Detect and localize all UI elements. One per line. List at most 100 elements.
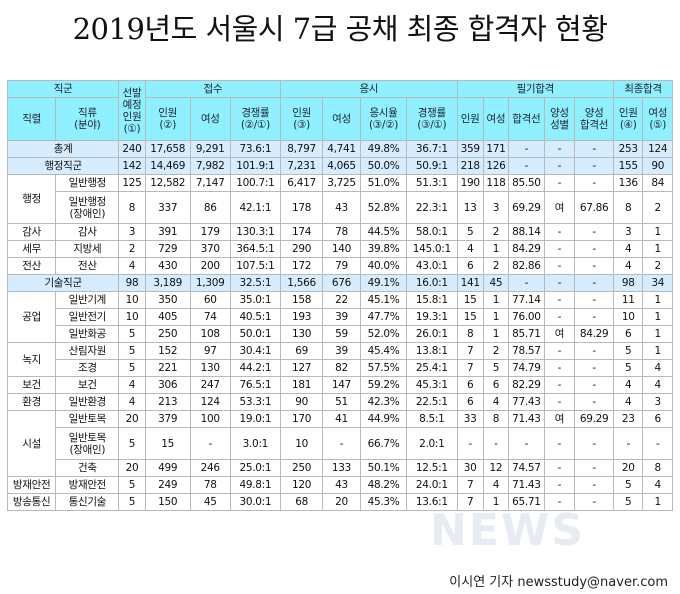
value-cell: 364.5:1 xyxy=(229,240,282,258)
value-cell: 47.7% xyxy=(359,308,408,326)
value-cell: 5 xyxy=(613,476,644,494)
value-cell: 45.1% xyxy=(359,291,408,309)
value-cell: 7 xyxy=(456,476,484,494)
value-cell: 25.4:1 xyxy=(406,359,458,377)
header-jikryeol: 직렬 xyxy=(6,97,57,141)
table-row: 세무 지방세 2 729 370 364.5:1 290 140 39.8% 145.0:1 4 1 8… xyxy=(6,240,673,258)
value-cell: 8,797 xyxy=(280,140,324,158)
value-cell: 1 xyxy=(482,291,510,309)
value-cell: 2 xyxy=(482,223,510,241)
value-cell: 97 xyxy=(189,342,231,360)
header-eungsi-yeoseong: 여성 xyxy=(322,97,361,141)
jikryeol-cell: 보건 xyxy=(6,376,57,394)
value-cell: - xyxy=(543,257,576,275)
results-table: 직군 선발 예정 인원 (①) 접수 응시 필기합격 최종합격 직렬 직류 (분야) 인… xyxy=(6,80,673,511)
value-cell: 8 xyxy=(456,325,484,343)
value-cell: - xyxy=(574,342,615,360)
value-cell: 127 xyxy=(280,359,324,377)
table-row: 행정 일반행정 125 12,582 7,147 100.7:1 6,417 3,725 51.… xyxy=(6,174,673,224)
value-cell: 5 xyxy=(613,359,644,377)
value-cell: 50.0:1 xyxy=(229,325,282,343)
value-cell: 1 xyxy=(482,325,510,343)
value-cell: - xyxy=(574,223,615,241)
value-cell: 142 xyxy=(118,157,146,175)
value-cell: 77.14 xyxy=(508,291,545,309)
page-title: 2019년도 서울시 7급 공채 최종 합격자 현황 xyxy=(72,12,608,46)
value-cell: 130.3:1 xyxy=(229,223,282,241)
value-cell: 3 xyxy=(118,223,146,241)
value-cell: 17,658 xyxy=(144,140,191,158)
value-cell: 49.8% xyxy=(359,140,408,158)
header-choejong: 최종합격 xyxy=(613,80,673,98)
value-cell: 43 xyxy=(322,191,361,224)
value-cell: 5 xyxy=(482,359,510,377)
header-pilgi-yeoseong: 여성 xyxy=(482,97,510,141)
value-cell: - xyxy=(508,157,545,175)
value-cell: 729 xyxy=(144,240,191,258)
value-cell: 8 xyxy=(482,410,510,428)
value-cell: 6,417 xyxy=(280,174,324,192)
value-cell: - xyxy=(543,493,576,511)
value-cell: - xyxy=(574,308,615,326)
table-body: 총계 240 17,658 9,291 73.6:1 8,797 4,741 49.8% 36.… xyxy=(6,140,673,511)
header-jeopsu: 접수 xyxy=(144,80,282,98)
value-cell: 여 xyxy=(543,410,576,428)
value-cell: 22.3:1 xyxy=(406,191,458,224)
value-cell: 10 xyxy=(613,308,644,326)
value-cell: 6 xyxy=(456,376,484,394)
value-cell: 19.0:1 xyxy=(229,410,282,428)
value-cell: 247 xyxy=(189,376,231,394)
value-cell: - xyxy=(543,376,576,394)
value-cell: 51.0% xyxy=(359,174,408,192)
newspaper-watermark-logo: NEWS xyxy=(430,505,586,556)
value-cell: 152 xyxy=(144,342,191,360)
value-cell: - xyxy=(543,427,576,460)
value-cell: 30.0:1 xyxy=(229,493,282,511)
value-cell: - xyxy=(543,223,576,241)
value-cell: 34 xyxy=(642,274,673,292)
table-row: 방송통신 통신기술 5 150 45 30.0:1 68 20 45.3% 13.6:1 7 1 65.… xyxy=(6,493,673,511)
header-choejong-inwon: 인원 (④) xyxy=(613,97,644,141)
value-cell: 78.57 xyxy=(508,342,545,360)
value-cell: 52.8% xyxy=(359,191,408,224)
value-cell: 71.43 xyxy=(508,410,545,428)
value-cell: 5 xyxy=(613,493,644,511)
table-row: 공업 일반기계 10 350 60 35.0:1 158 22 45.1% 15.8:1 15 1 77… xyxy=(6,291,673,343)
jikryeol-cell: 세무 xyxy=(6,240,57,258)
jikryu-cell: 일반전기 xyxy=(55,308,120,326)
value-cell: 76.00 xyxy=(508,308,545,326)
value-cell: 15 xyxy=(456,291,484,309)
value-cell: 43.0:1 xyxy=(406,257,458,275)
header-pilgi: 필기합격 xyxy=(456,80,615,98)
value-cell: 82.86 xyxy=(508,257,545,275)
value-cell: - xyxy=(543,459,576,477)
value-cell: 100.7:1 xyxy=(229,174,282,192)
value-cell: 253 xyxy=(613,140,644,158)
value-cell: 44.9% xyxy=(359,410,408,428)
header-pilgi-line: 합격선 xyxy=(508,97,545,141)
value-cell: 73.6:1 xyxy=(229,140,282,158)
value-cell: 181 xyxy=(280,376,324,394)
value-cell: 7,147 xyxy=(189,174,231,192)
value-cell: 98 xyxy=(613,274,644,292)
value-cell: 337 xyxy=(144,191,191,224)
value-cell: 4 xyxy=(118,257,146,275)
value-cell: 1,309 xyxy=(189,274,231,292)
value-cell: 12 xyxy=(482,459,510,477)
value-cell: 125 xyxy=(118,174,146,192)
value-cell: 20 xyxy=(118,410,146,428)
value-cell: - xyxy=(574,140,615,158)
value-cell: 3 xyxy=(642,393,673,411)
jikryeol-cell: 방송통신 xyxy=(6,493,57,511)
value-cell: 4,741 xyxy=(322,140,361,158)
header-pilgi-yangseong: 양성 성별 xyxy=(543,97,576,141)
value-cell: 69.29 xyxy=(508,191,545,224)
value-cell: 8 xyxy=(613,191,644,224)
value-cell: 84 xyxy=(642,174,673,192)
value-cell: 3,189 xyxy=(144,274,191,292)
value-cell: 26.0:1 xyxy=(406,325,458,343)
value-cell: 16.0:1 xyxy=(406,274,458,292)
jikryu-cell: 일반환경 xyxy=(55,393,120,411)
value-cell: 30.4:1 xyxy=(229,342,282,360)
value-cell: 178 xyxy=(280,191,324,224)
